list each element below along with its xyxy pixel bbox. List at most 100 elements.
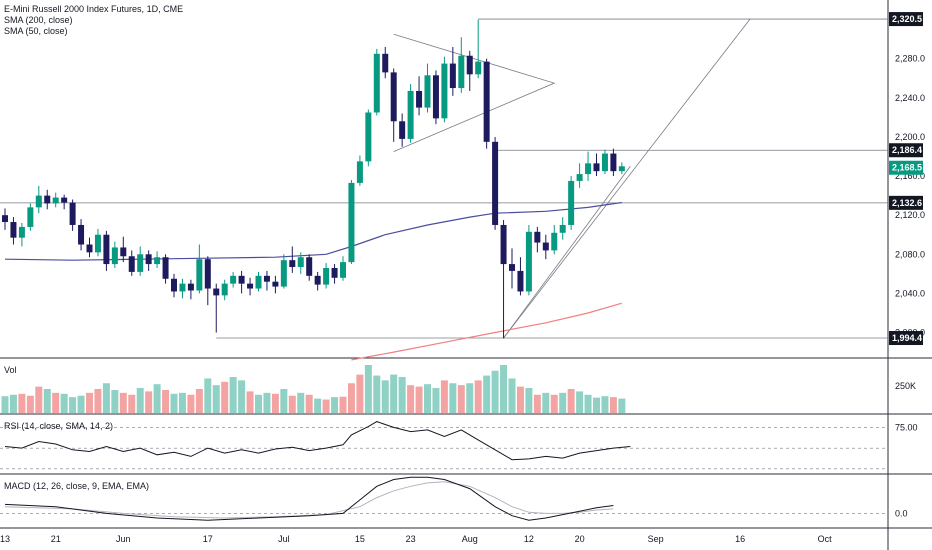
volume-bar: [559, 392, 567, 413]
candle-body: [196, 259, 203, 291]
candle: [221, 279, 228, 301]
candle: [280, 254, 287, 289]
volume-bar: [280, 389, 288, 413]
candle-body: [314, 275, 321, 285]
candle-body: [618, 166, 625, 172]
sma50-legend[interactable]: SMA (50, close): [4, 26, 68, 36]
rsi-legend[interactable]: RSI (14, close, SMA, 14, 2): [4, 421, 114, 431]
price-tick-label: 2,120.0: [895, 210, 925, 220]
volume-bar: [407, 385, 415, 413]
candle-body: [171, 278, 177, 292]
macd-lines[interactable]: [0, 476, 888, 521]
candle-body: [247, 283, 254, 289]
candle: [466, 50, 473, 91]
candle-body: [238, 275, 245, 284]
candlestick-series[interactable]: [2, 19, 625, 339]
candle-body: [576, 174, 583, 181]
volume-bar: [35, 386, 43, 413]
time-tick-label: 16: [735, 534, 745, 544]
candle-body: [204, 259, 211, 289]
candle-body: [585, 163, 592, 175]
candle: [542, 234, 549, 260]
rsi-line[interactable]: [0, 421, 888, 470]
candle-body: [221, 283, 228, 296]
volume-bar: [550, 394, 558, 413]
candle: [27, 203, 34, 231]
volume-bar: [94, 389, 102, 413]
volume-bar: [491, 370, 499, 413]
candle: [610, 148, 617, 177]
candle: [568, 176, 575, 230]
volume-bar: [305, 394, 313, 413]
sma200-legend[interactable]: SMA (200, close): [4, 15, 73, 25]
sma-200-line: [351, 302, 622, 361]
candle-body: [382, 53, 389, 73]
volume-bar: [373, 375, 381, 413]
candle: [618, 162, 625, 175]
candle: [314, 271, 321, 291]
candle: [340, 256, 346, 281]
volume-legend[interactable]: Vol: [4, 365, 17, 375]
price-badge-label: 2,320.5: [892, 14, 922, 24]
volume-bar: [542, 392, 550, 413]
candle-body: [407, 90, 414, 139]
trend-line: [503, 166, 631, 339]
candle: [449, 46, 456, 96]
time-tick-label: 12: [524, 534, 534, 544]
symbol-title[interactable]: E-Mini Russell 2000 Index Futures, 1D, C…: [4, 4, 184, 14]
candle: [196, 244, 203, 294]
volume-bar: [618, 398, 626, 413]
macd-legend[interactable]: MACD (12, 26, close, 9, EMA, EMA): [4, 481, 150, 491]
volume-bar: [111, 389, 119, 413]
volume-bar: [567, 389, 575, 413]
candle-body: [517, 270, 524, 292]
price-axis[interactable]: 2,280.0 2,240.0 2,200.0 2,160.0 2,120.0 2,080…: [889, 12, 925, 518]
volume-axis-label: 250K: [895, 381, 916, 391]
candle: [382, 46, 389, 79]
candle: [52, 192, 59, 208]
candle-body: [272, 281, 279, 287]
candle: [306, 254, 313, 281]
candle: [213, 283, 220, 333]
candle: [458, 37, 465, 93]
volume-bar: [246, 391, 254, 413]
volume-bar: [26, 395, 34, 413]
volume-bar: [271, 393, 279, 413]
candle: [323, 263, 330, 289]
candle: [416, 76, 423, 116]
volume-bars[interactable]: [1, 365, 626, 413]
volume-bar: [170, 393, 178, 413]
trend-drawings: [0, 18, 888, 339]
candle-body: [111, 247, 118, 265]
volume-bar: [474, 380, 482, 413]
candle-body: [162, 257, 169, 279]
candle: [390, 68, 397, 142]
candle: [145, 250, 152, 271]
candle: [61, 194, 68, 210]
candle-body: [78, 224, 85, 245]
candle: [576, 163, 583, 188]
volume-bar: [9, 394, 17, 413]
time-axis[interactable]: 13 21 Jun 17 Jul 15 23 Aug 12 20 Sep 16 Oct: [0, 534, 832, 544]
candle-body: [559, 224, 566, 233]
candle-body: [601, 153, 608, 172]
candle: [35, 185, 42, 214]
candle: [162, 254, 169, 284]
candle-body: [492, 141, 499, 225]
candle: [601, 149, 608, 175]
candle-body: [179, 283, 186, 292]
candle: [492, 136, 499, 230]
candle-body: [356, 161, 363, 183]
volume-bar: [52, 392, 60, 413]
candle-body: [500, 224, 507, 265]
candle: [187, 279, 194, 300]
candle-body: [390, 72, 397, 122]
volume-bar: [204, 378, 212, 413]
candle-body: [230, 275, 237, 284]
candle: [263, 270, 270, 291]
volume-bar: [238, 380, 246, 413]
candle-body: [94, 234, 101, 253]
rsi-axis-label: 75.00: [895, 422, 918, 432]
volume-bar: [18, 393, 26, 413]
